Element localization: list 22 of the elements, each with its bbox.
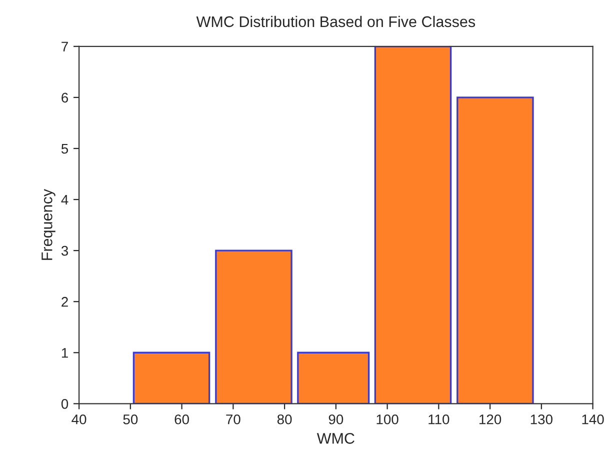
x-tick-label: 40 [72, 414, 86, 424]
x-tick-label: 140 [582, 414, 604, 424]
x-tick-label: 100 [376, 414, 398, 424]
x-tick-label: 80 [277, 414, 292, 424]
x-tick-label: 130 [530, 414, 552, 424]
y-tick-label: 4 [61, 194, 68, 205]
x-tick-label: 110 [428, 414, 450, 424]
x-tick-label: 70 [226, 414, 240, 424]
x-axis-title: WMC [316, 433, 354, 444]
y-tick-label: 1 [62, 348, 68, 358]
y-tick-label: 3 [61, 246, 68, 256]
x-tick-label: 60 [174, 414, 189, 424]
y-tick-label: 7 [62, 42, 68, 52]
x-tick-label: 90 [328, 414, 344, 424]
y-axis-title: Frequency [42, 188, 56, 260]
y-tick-label: 0 [61, 399, 68, 409]
y-tick-label: 6 [62, 92, 68, 103]
x-tick-label: 120 [480, 414, 502, 424]
x-tick-label: 50 [123, 414, 138, 424]
y-tick-label: 2 [62, 296, 68, 307]
chart-title: WMC Distribution Based on Five Classes [196, 16, 476, 28]
y-tick-label: 5 [61, 144, 68, 154]
